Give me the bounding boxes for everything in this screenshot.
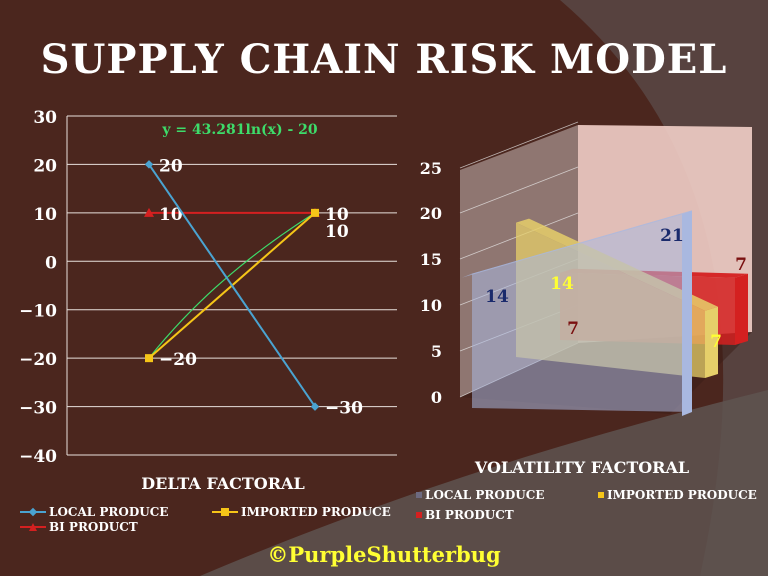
legend-bi-swatch-icon <box>416 512 422 518</box>
data-label: 14 <box>550 274 574 294</box>
y-tick-label: −30 <box>19 399 57 419</box>
data-point-local <box>310 402 320 411</box>
legend-bi-triangle-icon <box>20 523 46 531</box>
legend-imported-square-icon <box>212 508 238 516</box>
legend-label: BI PRODUCT <box>425 508 514 522</box>
trendline <box>148 212 316 359</box>
legend-line-local: LOCAL PRODUCE <box>20 505 168 519</box>
legend-label: BI PRODUCT <box>49 520 138 534</box>
area-side-1 <box>705 306 718 378</box>
data-label: 14 <box>485 287 509 307</box>
data-label: 10 <box>159 205 183 225</box>
legend-line-bi: BI PRODUCT <box>20 520 138 534</box>
legend-label: LOCAL PRODUCE <box>49 505 169 519</box>
legend-local-diamond-icon <box>20 507 46 517</box>
data-point-imported <box>145 354 153 363</box>
x-axis-title: VOLATILITY FACTORAL <box>474 458 689 477</box>
legend-label: LOCAL PRODUCE <box>425 488 545 502</box>
data-label: −30 <box>325 399 363 419</box>
page-title: SUPPLY CHAIN RISK MODEL <box>40 36 728 83</box>
y-tick-label: 30 <box>33 108 57 128</box>
y-tick-label: 10 <box>33 205 57 225</box>
y-tick-label: 10 <box>420 296 442 315</box>
y-tick-label: 0 <box>431 388 442 407</box>
y-tick-label: 25 <box>420 159 442 178</box>
area-series-0 <box>472 210 692 412</box>
legend-line-imported: IMPORTED PRODUCE <box>212 505 391 519</box>
y-tick-label: −40 <box>19 447 57 467</box>
data-point-local <box>144 160 154 169</box>
y-tick-label: 20 <box>420 204 442 223</box>
series-line-0 <box>148 163 316 408</box>
gridline <box>459 121 579 169</box>
data-label: 7 <box>735 255 747 275</box>
data-label: 21 <box>660 226 684 246</box>
y-tick-label: −20 <box>19 350 57 370</box>
legend-area-bi: BI PRODUCT <box>416 508 514 522</box>
legend-label: IMPORTED PRODUCE <box>607 488 757 502</box>
data-label: 7 <box>710 332 722 352</box>
data-label: 20 <box>159 156 183 176</box>
y-tick-label: 0 <box>45 253 57 273</box>
area-side-0 <box>682 210 692 416</box>
data-point-imported <box>311 208 319 217</box>
credit-watermark: ©PurpleShutterbug <box>267 542 501 567</box>
legend-area-local: LOCAL PRODUCE <box>416 488 544 502</box>
y-tick-label: −10 <box>19 302 57 322</box>
legend-label: IMPORTED PRODUCE <box>241 505 391 519</box>
legend-local-swatch-icon <box>416 492 422 498</box>
data-point-bi <box>144 207 154 217</box>
y-tick-label: 20 <box>33 156 57 176</box>
data-label: −20 <box>159 350 197 370</box>
trendline-equation: y = 43.281ln(x) - 20 <box>161 122 318 138</box>
area-side-2 <box>735 273 748 345</box>
data-label: 7 <box>567 319 579 339</box>
legend-imported-swatch-icon <box>598 492 604 498</box>
y-tick-label: 5 <box>431 342 442 361</box>
y-tick-label: 15 <box>420 250 442 269</box>
legend-area-imported: IMPORTED PRODUCE <box>598 488 757 502</box>
data-label: 10 <box>325 205 349 225</box>
area-top-0 <box>462 210 692 278</box>
x-axis-title: DELTA FACTORAL <box>141 474 304 493</box>
gridline <box>459 166 579 214</box>
data-label: 10 <box>325 222 349 242</box>
